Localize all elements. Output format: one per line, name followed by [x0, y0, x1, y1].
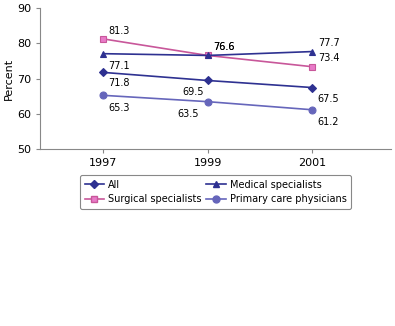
Text: 63.5: 63.5 — [177, 109, 199, 119]
Text: 76.6: 76.6 — [213, 42, 235, 52]
Text: 61.2: 61.2 — [318, 117, 339, 127]
Text: 69.5: 69.5 — [182, 87, 204, 96]
Text: 67.5: 67.5 — [318, 94, 339, 104]
Text: 73.4: 73.4 — [318, 53, 339, 63]
Legend: All, Surgical specialists, Medical specialists, Primary care physicians: All, Surgical specialists, Medical speci… — [80, 175, 351, 209]
Text: 65.3: 65.3 — [109, 103, 130, 113]
Y-axis label: Percent: Percent — [4, 58, 14, 100]
Text: 77.1: 77.1 — [109, 61, 130, 71]
Text: 81.3: 81.3 — [109, 25, 130, 36]
Text: 71.8: 71.8 — [109, 79, 130, 88]
Text: 76.6: 76.6 — [213, 42, 235, 52]
Text: 77.7: 77.7 — [318, 38, 340, 48]
